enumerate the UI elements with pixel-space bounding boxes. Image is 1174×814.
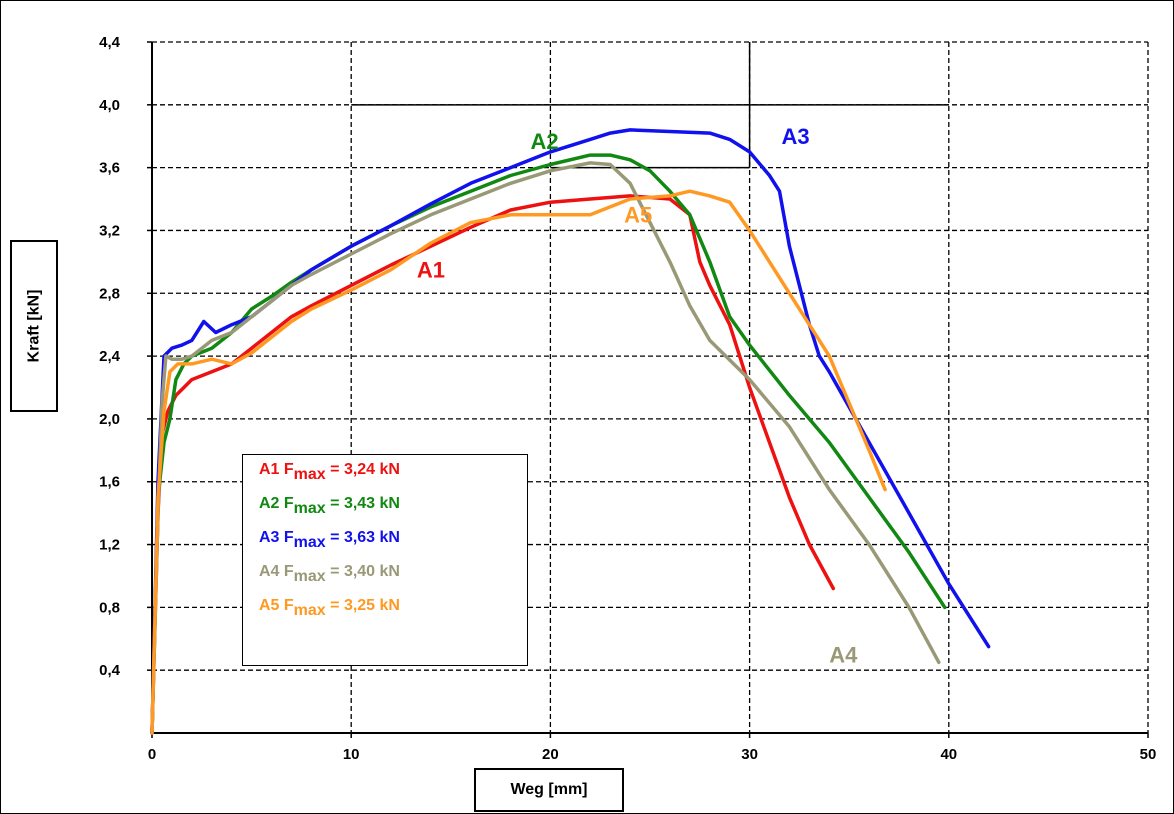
legend-item-prefix: A5 F [259,597,294,614]
legend-item: A4 Fmax = 3,40 kN [259,563,400,585]
series-labels: A1 A2 A3 A4 A5 [417,124,858,667]
x-tick-label: 0 [148,746,156,763]
axes [147,41,1149,738]
legend-item-subscript: max [293,466,326,483]
y-tick-label: 2,4 [99,348,121,365]
y-tick-label: 3,6 [99,160,120,177]
legend-item-prefix: A4 F [259,563,294,580]
series-label-a3: A3 [781,124,809,149]
series-line-a5 [150,189,887,735]
y-tick-label: 2,8 [99,285,120,302]
series-label-a2: A2 [530,129,558,154]
series-label-a5: A5 [624,203,652,228]
series-line-a2 [150,153,947,735]
grid [152,41,1149,733]
y-tick-label: 4,4 [99,34,121,51]
legend-item: A5 Fmax = 3,25 kN [259,597,400,619]
x-tick-label: 40 [940,746,957,763]
legend-item: A1 Fmax = 3,24 kN [259,461,400,483]
legend: A1 Fmax = 3,24 kN A2 Fmax = 3,43 kN A3 Fma… [242,454,528,666]
legend-item-subscript: max [293,500,326,517]
y-axis-label: Kraft [kN] [10,240,58,412]
x-tick-label: 50 [1140,746,1157,763]
series-line-a4 [150,161,941,735]
y-tick-label: 0,8 [99,599,120,616]
legend-item: A3 Fmax = 3,63 kN [259,529,400,551]
x-tick-label: 20 [542,746,559,763]
legend-item-subscript: max [293,534,326,551]
legend-item-value: = 3,24 kN [325,461,400,478]
y-tick-label: 1,2 [99,537,120,554]
legend-item-value: = 3,25 kN [325,597,400,614]
y-tick-label: 4,0 [99,97,120,114]
y-tick-label: 3,2 [99,222,120,239]
x-tick-label: 30 [741,746,758,763]
y-axis-label-text: Kraft [kN] [25,289,43,363]
legend-item-value: = 3,40 kN [325,563,400,580]
x-tick-label: 10 [343,746,360,763]
legend-item-prefix: A3 F [259,529,294,546]
legend-item-prefix: A1 F [259,461,294,478]
legend-item: A2 Fmax = 3,43 kN [259,495,400,517]
legend-item-prefix: A2 F [259,495,294,512]
legend-item-subscript: max [293,602,326,619]
legend-item-subscript: max [293,568,326,585]
y-tick-label: 1,6 [99,474,120,491]
tick-labels: 0 10 20 30 40 50 0,4 0,8 1,2 1,6 2,0 2,4 2,8 3,2 3,6 4,… [99,34,1156,763]
y-tick-label: 0,4 [99,662,121,679]
series-label-a4: A4 [829,642,858,667]
legend-item-value: = 3,63 kN [325,529,400,546]
legend-item-value: = 3,43 kN [325,495,400,512]
series-label-a1: A1 [417,258,445,283]
x-axis-label: Weg [mm] [474,768,624,812]
x-axis-label-text: Weg [mm] [510,781,588,798]
series-lines [150,128,991,735]
y-tick-label: 2,0 [99,411,120,428]
